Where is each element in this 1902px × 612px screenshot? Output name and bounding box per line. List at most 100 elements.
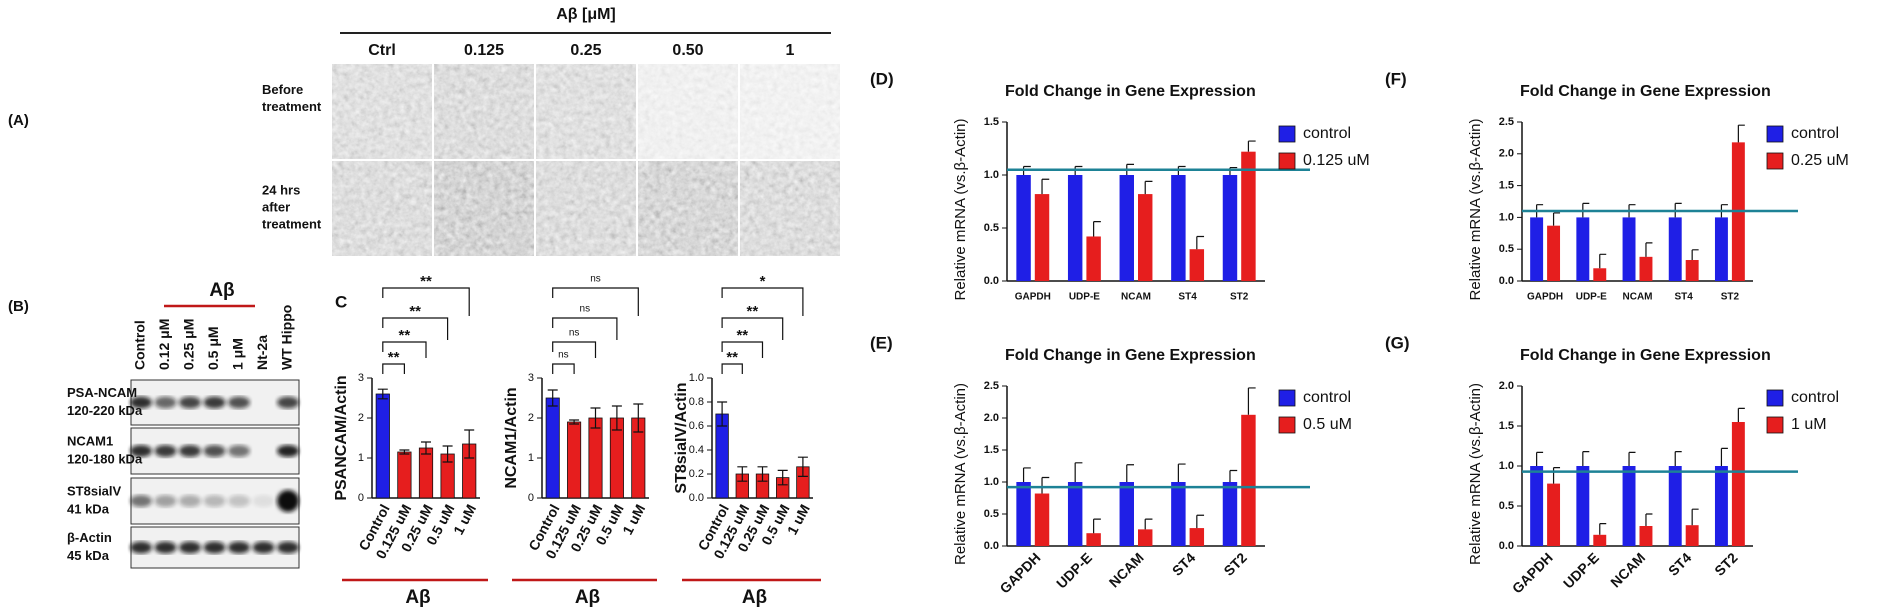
blot-band [203,445,226,457]
error-bar [1737,124,1745,143]
row-label: treatment [262,99,322,114]
panel-label: (D) [870,69,894,88]
bar [1119,175,1134,281]
band-name: ST8sialV [67,483,122,498]
error-bar [1645,242,1653,257]
error-bar [590,407,601,429]
bar [1241,414,1256,546]
significance-label: ** [726,349,738,366]
band-name: β-Actin [67,530,112,545]
group-label: Aβ [742,587,767,608]
bar [1016,175,1031,281]
significance-label: ** [399,327,411,344]
y-tick-label: 0.5 [984,222,999,234]
error-bar [377,388,388,400]
column-label: Ctrl [368,42,396,59]
bar [1189,249,1205,281]
blot-band [277,396,299,409]
y-tick-label: 0.0 [1499,275,1514,287]
bar [1138,529,1153,546]
error-bar [717,401,728,427]
bar [1639,526,1653,546]
y-tick-label: 2.5 [984,380,999,392]
y-tick-label: 0.5 [1499,243,1514,255]
micrograph [434,161,534,256]
micrograph-tone [638,64,738,159]
legend-label: 1 uM [1791,416,1827,433]
blot-band [130,495,152,507]
x-tick-label: ST2 [1230,292,1249,303]
blot-band [179,495,201,507]
blot-band [154,541,177,554]
bar [375,393,390,499]
y-axis-label: NCAM1/Actin [503,387,520,488]
chart-title: Fold Change in Gene Expression [1520,83,1771,100]
x-tick-label: NCAM [1623,292,1653,303]
significance-label: ** [736,327,748,344]
x-tick-label: ST4 [1675,292,1694,303]
bracket [721,341,764,358]
x-tick-label: GAPDH [1527,292,1563,303]
column-label: 0.25 [570,42,601,59]
bar [1016,482,1031,546]
chart-title: Fold Change in Gene Expression [1520,347,1771,364]
error-bar [757,466,768,482]
y-tick-label: 1.0 [1499,460,1514,472]
error-bar [1229,469,1238,482]
blot-band [277,541,299,554]
panel-label: C [335,292,347,311]
panel-label: (B) [8,298,29,315]
band-size: 45 kDa [67,548,110,563]
y-tick-label: 0.5 [984,508,999,520]
y-tick-label: 0.2 [689,468,704,480]
blot-band [252,495,275,507]
significance-label: ** [747,303,759,320]
y-axis-label: Relative mRNA (vs.β-Actin) [952,119,969,301]
y-tick-label: 1 [358,452,364,464]
error-bar [1247,140,1256,152]
blot-band [203,396,226,409]
row-label: Before [262,82,303,97]
bar [1685,260,1699,281]
bracket [552,287,639,316]
error-bar [1041,476,1050,494]
bar [1119,482,1134,546]
error-bar [1126,464,1134,482]
error-bar [1628,451,1636,466]
y-axis-label: Relative mRNA (vs.β-Actin) [1467,383,1484,565]
y-tick-label: 2 [528,412,534,424]
column-label: 1 [786,42,795,59]
bar [545,397,560,499]
bar [1731,422,1745,546]
chart-title: Fold Change in Gene Expression [1005,347,1256,364]
y-tick-label: 2.0 [1499,380,1514,392]
column-label: 0.125 [464,42,504,59]
bar [1241,151,1256,281]
bar [1034,194,1050,281]
legend-label: 0.25 uM [1791,152,1849,169]
bracket [382,363,405,374]
blot-band [277,490,299,512]
legend-label: 0.5 uM [1303,416,1352,433]
bar [1086,533,1101,546]
error-bar [1691,508,1699,526]
error-bar [1144,180,1153,195]
y-tick-label: 2.5 [1499,116,1514,128]
error-bar [611,405,622,431]
bar [418,447,434,499]
bar [1547,225,1561,281]
micrograph [638,161,738,256]
y-tick-label: 2.0 [984,412,999,424]
legend-label: control [1303,389,1351,406]
bar [1530,217,1544,281]
error-bar [569,419,580,425]
legend-swatch [1766,416,1784,434]
bar [1530,466,1544,546]
bracket [721,363,743,374]
error-bar [1074,462,1083,482]
legend-swatch [1766,389,1784,407]
blot-band [154,495,177,507]
bar [1668,217,1682,281]
y-tick-label: 1.0 [984,169,999,181]
